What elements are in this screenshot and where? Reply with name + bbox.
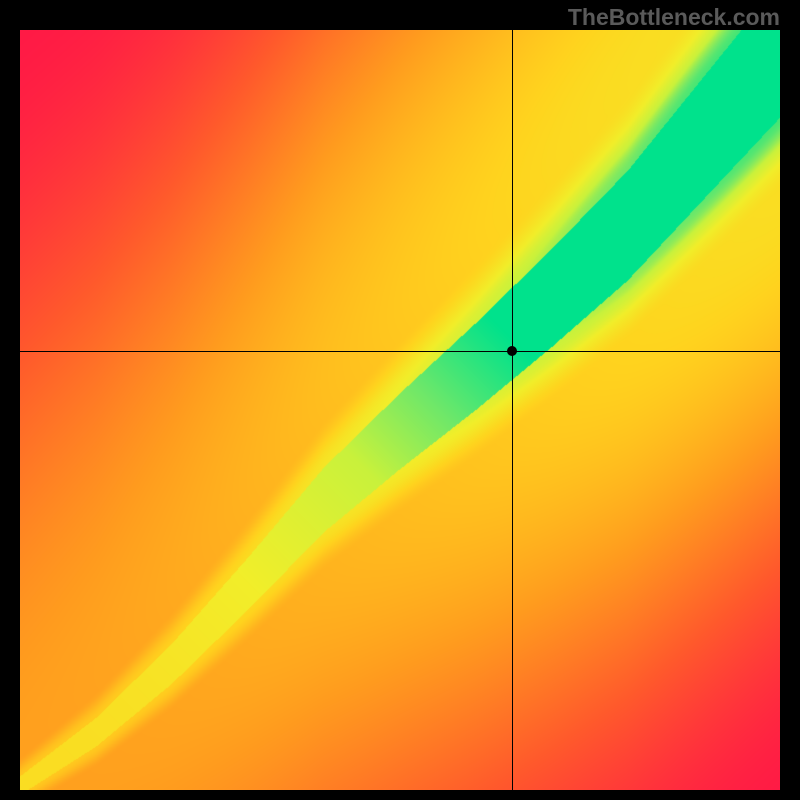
crosshair-vertical [512, 30, 513, 790]
crosshair-marker [507, 346, 517, 356]
watermark-text: TheBottleneck.com [568, 4, 780, 31]
chart-root: { "watermark": { "text": "TheBottleneck.… [0, 0, 800, 800]
crosshair-horizontal [20, 351, 780, 352]
heatmap-canvas [20, 30, 780, 790]
heatmap-plot-area [20, 30, 780, 790]
